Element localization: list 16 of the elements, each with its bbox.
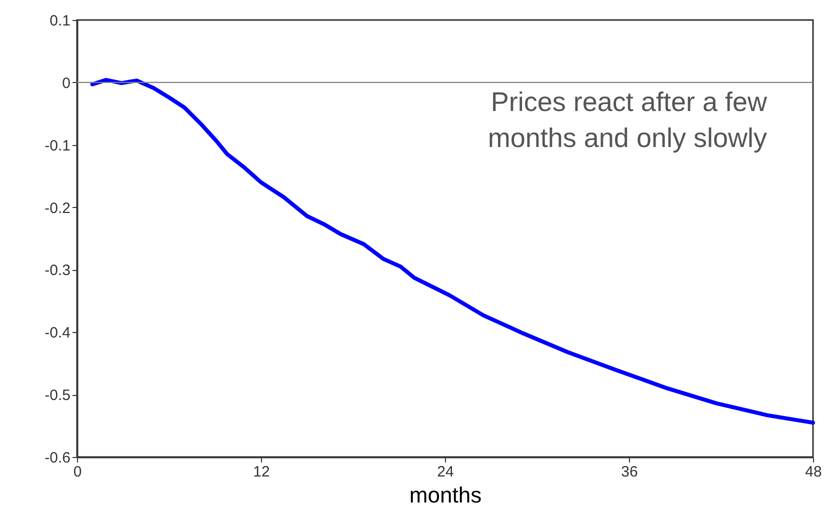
x-tick-label: 36 — [621, 464, 638, 480]
x-tick-label: 0 — [73, 464, 82, 480]
line-series — [90, 78, 815, 425]
y-tick-label: -0.4 — [44, 324, 70, 342]
y-tick-label: -0.3 — [44, 262, 70, 280]
y-tick-label: 0.1 — [50, 12, 70, 30]
x-tick-label: 24 — [437, 464, 454, 480]
annotation: Prices react after a few months and only slowly — [488, 87, 768, 153]
x-tick-label: 48 — [805, 464, 822, 480]
y-tick-label: -0.6 — [44, 450, 70, 466]
y-tick-label: -0.2 — [44, 200, 70, 217]
x-axis-title: months — [409, 482, 482, 508]
y-tick-label: -0.1 — [44, 137, 70, 154]
y-tick-label: -0.5 — [44, 387, 70, 404]
y-tick-label: 0 — [62, 74, 70, 92]
x-tick-label: 12 — [253, 464, 270, 480]
